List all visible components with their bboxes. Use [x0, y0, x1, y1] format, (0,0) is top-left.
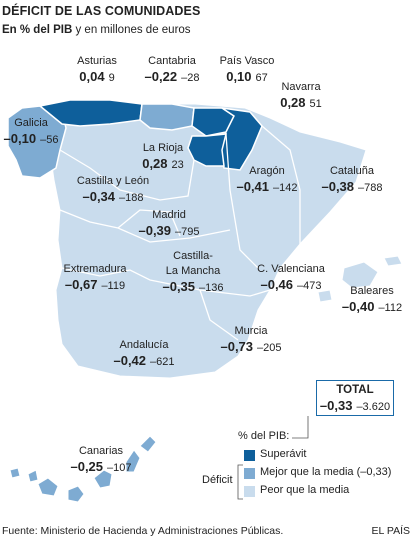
region-eur: –188: [119, 192, 144, 204]
label-andalucia: Andalucía –0,42 –621: [96, 338, 192, 370]
region-eur: –205: [257, 342, 282, 354]
credit: EL PAÍS: [371, 525, 410, 537]
region-eur: –136: [199, 282, 224, 294]
region-navarra: [219, 107, 263, 171]
label-asturias: Asturias 0,04 9: [62, 54, 132, 86]
label-cataluna: Cataluña –0,38 –788: [312, 164, 392, 196]
region-eur: –112: [378, 302, 403, 314]
total-box: TOTAL –0,33 –3.620: [316, 380, 394, 416]
region-baleares-menorca: [383, 255, 403, 267]
total-pct: –0,33: [319, 398, 353, 413]
leader-lines: [292, 416, 309, 439]
region-name: Galicia: [14, 117, 48, 129]
region-pct: –0,39: [138, 223, 172, 238]
region-pct: 0,28: [280, 95, 306, 110]
region-name: Castilla y León: [76, 175, 150, 187]
label-pais-vasco: País Vasco 0,10 67: [210, 54, 284, 86]
region-eur: –119: [101, 280, 126, 292]
region-pct: –0,22: [144, 69, 178, 84]
region-pct: –0,38: [321, 179, 355, 194]
region-name: Baleares: [350, 285, 394, 297]
region-name: Asturias: [77, 55, 117, 67]
label-baleares: Baleares –0,40 –112: [334, 284, 410, 316]
region-name: Murcia: [234, 325, 268, 337]
region-name: Cataluña: [329, 165, 375, 177]
region-name: Navarra: [281, 81, 321, 93]
region-eur: 9: [108, 72, 115, 84]
total-label: TOTAL: [336, 384, 374, 396]
region-cantabria: [139, 103, 195, 131]
label-castilla-la-mancha: Castilla- La Mancha –0,35 –136: [148, 249, 238, 296]
region-pct: 0,04: [79, 69, 105, 84]
region-pct: –0,10: [3, 131, 37, 146]
region-pct: –0,73: [220, 339, 254, 354]
region-name-line2: La Mancha: [165, 265, 221, 277]
region-eur: 23: [171, 159, 184, 171]
label-c-valenciana: C. Valenciana –0,46 –473: [246, 262, 336, 294]
legend-item-worse: Peor que la media: [260, 484, 350, 496]
region-eur: –142: [273, 182, 298, 194]
label-extremadura: Extremadura –0,67 –119: [52, 262, 138, 294]
legend-bracket: [237, 464, 243, 500]
region-eur: –56: [40, 134, 59, 146]
label-la-rioja: La Rioja 0,28 23: [132, 141, 194, 173]
label-galicia: Galicia –0,10 –56: [0, 116, 62, 148]
map-title: DÉFICIT DE LAS COMUNIDADES: [2, 4, 201, 18]
region-baleares-ibiza: [317, 289, 333, 303]
legend-item-better: Mejor que la media (–0,33): [260, 466, 392, 478]
region-baleares-mallorca: [341, 261, 379, 289]
region-eur: –107: [107, 462, 132, 474]
legend-swatch-superavit: [244, 450, 255, 461]
region-eur: 67: [255, 72, 268, 84]
region-name: La Rioja: [142, 142, 184, 154]
legend-pib-label: % del PIB:: [238, 430, 290, 442]
region-eur: –795: [175, 226, 200, 238]
source-note: Fuente: Ministerio de Hacienda y Adminis…: [2, 525, 284, 537]
region-pct: –0,42: [113, 353, 147, 368]
region-pct: 0,28: [142, 156, 168, 171]
label-canarias: Canarias –0,25 –107: [60, 444, 142, 476]
region-name: Canarias: [78, 445, 124, 457]
region-pct: 0,10: [226, 69, 252, 84]
region-name: C. Valenciana: [257, 263, 325, 275]
region-pct: –0,41: [236, 179, 270, 194]
subtitle-unit: En % del PIB: [2, 24, 73, 36]
region-name: Cantabria: [148, 55, 196, 67]
region-eur: –473: [297, 280, 322, 292]
label-cantabria: Cantabria –0,22 –28: [132, 54, 212, 86]
region-eur: –621: [150, 356, 175, 368]
label-aragon: Aragón –0,41 –142: [226, 164, 308, 196]
label-navarra: Navarra 0,28 51: [262, 80, 340, 112]
region-eur: –28: [181, 72, 200, 84]
region-eur: –788: [358, 182, 383, 194]
region-pct: –0,35: [162, 279, 196, 294]
region-la-rioja: [187, 133, 227, 167]
region-pct: –0,46: [260, 277, 294, 292]
region-pct: –0,40: [341, 299, 375, 314]
region-canarias: [9, 435, 157, 503]
region-name: Extremadura: [63, 263, 127, 275]
region-borders: [59, 125, 301, 341]
region-name: Madrid: [152, 209, 186, 221]
region-galicia: [7, 105, 67, 179]
map-subtitle: En % del PIB y en millones de euros: [2, 24, 191, 36]
region-pct: –0,34: [82, 189, 116, 204]
label-castilla-y-leon: Castilla y León –0,34 –188: [68, 174, 158, 206]
legend-item-superavit: Superávit: [260, 448, 307, 460]
legend-swatch-worse: [244, 486, 255, 497]
legend-deficit-label: Déficit: [202, 474, 233, 486]
region-name: Aragón: [249, 165, 285, 177]
region-eur: 51: [309, 98, 322, 110]
label-madrid: Madrid –0,39 –795: [128, 208, 210, 240]
region-pct: –0,67: [64, 277, 98, 292]
legend-swatch-better: [244, 468, 255, 479]
label-murcia: Murcia –0,73 –205: [210, 324, 292, 356]
region-name-line1: Castilla-: [173, 250, 213, 262]
subtitle-rest: y en millones de euros: [72, 24, 191, 36]
total-eur: –3.620: [356, 401, 391, 413]
region-name: País Vasco: [219, 55, 275, 67]
region-pct: –0,25: [70, 459, 104, 474]
region-name: Andalucía: [119, 339, 169, 351]
